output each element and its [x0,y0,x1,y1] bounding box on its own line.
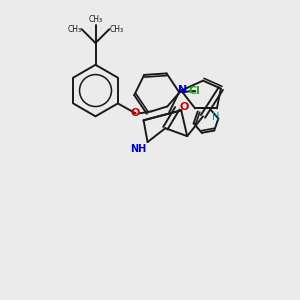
Text: H: H [212,112,219,122]
Text: NH: NH [130,144,146,154]
Text: O: O [179,102,189,112]
Text: CH₃: CH₃ [68,25,82,34]
Text: N: N [178,85,187,94]
Text: O: O [131,108,140,118]
Text: Cl: Cl [189,86,201,96]
Text: CH₃: CH₃ [88,15,103,24]
Text: CH₃: CH₃ [110,25,124,34]
